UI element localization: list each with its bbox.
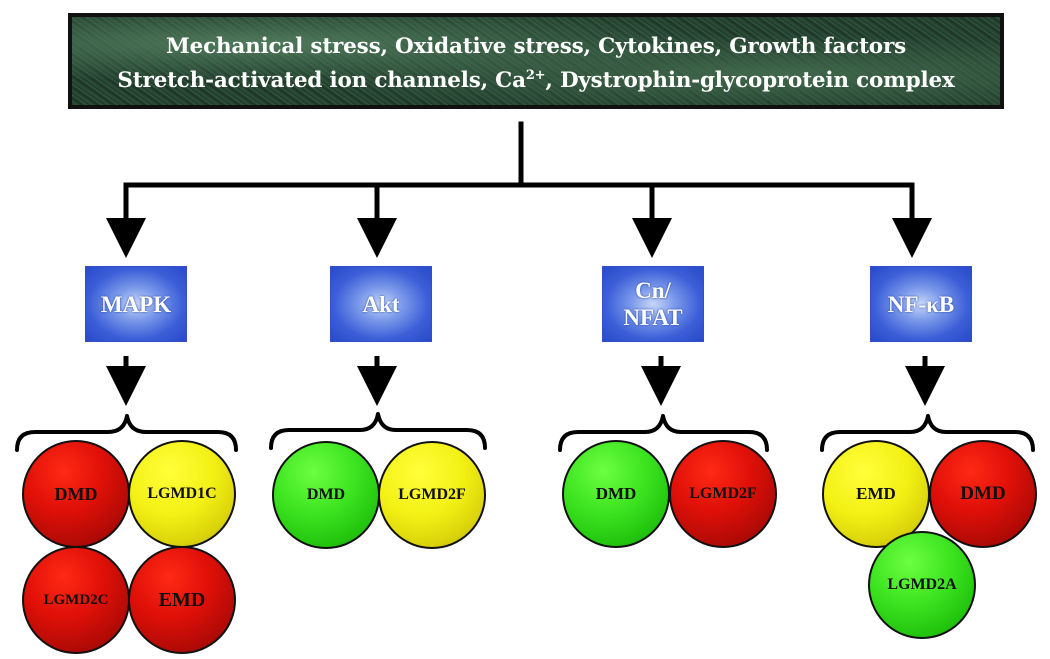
stimuli-line-2-rest: , Dystrophin-glycoprotein complex	[545, 68, 955, 93]
disease-circle-akt-lgmd2f: LGMD2F	[378, 441, 486, 549]
pathway-label: MAPK	[100, 291, 172, 317]
disease-circle-mapk-dmd: DMD	[22, 440, 130, 548]
pathway-box-nfkb: NF-κB	[870, 266, 972, 342]
pathway-label: NF-κB	[887, 291, 955, 317]
disease-circle-cn-nfat-lgmd2f: LGMD2F	[669, 440, 777, 548]
disease-label: LGMD2C	[43, 591, 109, 608]
brace-cn-nfat	[558, 414, 769, 452]
disease-label: DMD	[306, 486, 346, 503]
stimuli-line-2-text: Stretch-activated ion channels, Ca	[117, 68, 526, 93]
disease-label: EMD	[158, 588, 206, 611]
disease-label: DMD	[595, 484, 637, 503]
disease-label: LGMD2A	[887, 576, 957, 593]
disease-label: LGMD2F	[398, 486, 466, 503]
disease-circle-nfkb-dmd: DMD	[929, 440, 1037, 548]
pathway-box-mapk: MAPK	[85, 266, 187, 342]
pathway-box-cn-nfat: Cn/ NFAT	[602, 266, 704, 342]
disease-label: EMD	[856, 484, 896, 503]
pathway-label: Cn/	[635, 278, 671, 303]
stimuli-header-box: Mechanical stress, Oxidative stress, Cyt…	[68, 13, 1004, 109]
disease-circle-nfkb-lgmd2a: LGMD2A	[868, 531, 976, 639]
disease-label: DMD	[54, 483, 98, 504]
disease-circle-mapk-lgmd2c: LGMD2C	[22, 546, 130, 654]
disease-circle-mapk-emd: EMD	[128, 546, 236, 654]
disease-label: LGMD2F	[689, 485, 757, 502]
stimuli-line-1: Mechanical stress, Oxidative stress, Cyt…	[166, 34, 906, 59]
pathway-label-line2: NFAT	[623, 305, 683, 330]
calcium-superscript: 2+	[525, 67, 546, 83]
brace-nfkb	[820, 414, 1035, 452]
disease-label: DMD	[960, 483, 1006, 504]
pathway-box-akt: Akt	[330, 266, 432, 342]
disease-circle-cn-nfat-dmd: DMD	[562, 440, 670, 548]
brace-akt	[269, 412, 487, 450]
stimuli-line-2: Stretch-activated ion channels, Ca2+, Dy…	[72, 64, 1000, 98]
disease-label: LGMD1C	[147, 485, 217, 502]
disease-circle-mapk-lgmd1c: LGMD1C	[128, 440, 236, 548]
pathway-label: Akt	[362, 291, 400, 317]
disease-circle-akt-dmd: DMD	[272, 441, 380, 549]
brace-mapk	[15, 414, 238, 452]
